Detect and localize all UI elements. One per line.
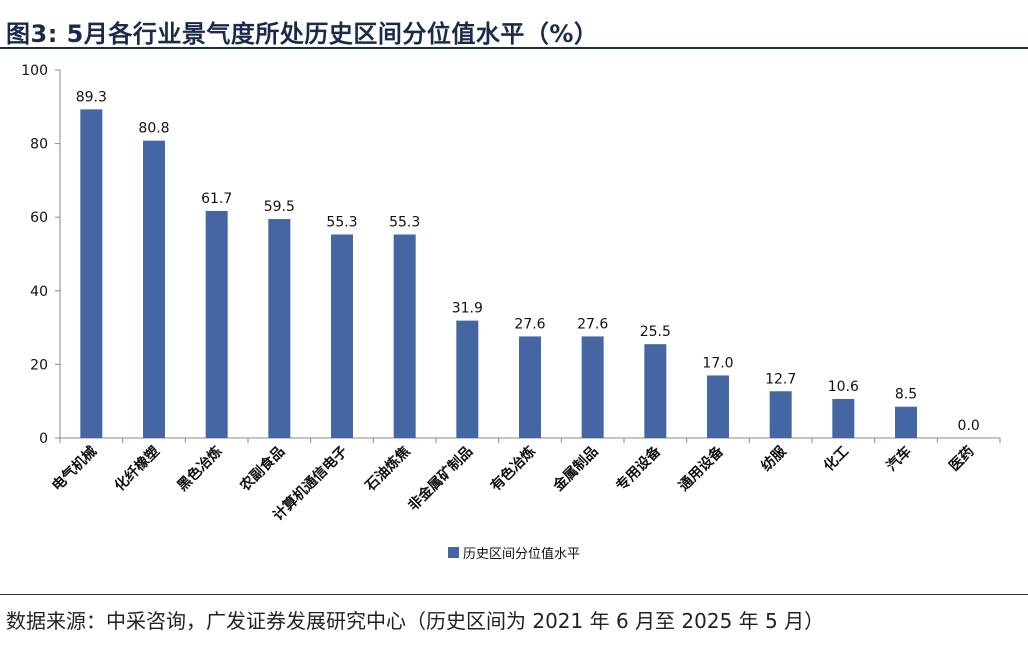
x-category-label: 农副食品 xyxy=(236,443,288,495)
chart-legend: 历史区间分位值水平 xyxy=(0,543,1028,562)
y-tick-label: 60 xyxy=(30,210,48,226)
bar-value-label: 31.9 xyxy=(452,301,483,317)
title-divider xyxy=(0,47,1028,49)
bar-value-label: 0.0 xyxy=(958,418,980,434)
legend-swatch xyxy=(447,547,459,558)
bar xyxy=(143,140,165,438)
bar xyxy=(519,336,541,438)
x-category-label: 通用设备 xyxy=(675,442,727,494)
bar xyxy=(268,219,291,438)
bar-value-label: 55.3 xyxy=(326,214,357,230)
y-tick-label: 100 xyxy=(21,63,48,79)
bar-value-label: 12.7 xyxy=(765,371,796,387)
x-category-label: 化纤橡塑 xyxy=(111,443,163,495)
bar xyxy=(832,398,855,438)
bar xyxy=(581,336,604,438)
x-category-label: 金属制品 xyxy=(549,443,601,495)
bar-value-label: 80.8 xyxy=(138,121,169,137)
bar-value-label: 17.0 xyxy=(702,355,733,371)
bar-value-label: 61.7 xyxy=(201,191,232,207)
bar xyxy=(456,320,479,438)
bar xyxy=(707,375,729,438)
bar xyxy=(895,406,917,438)
bar-value-label: 27.6 xyxy=(514,316,545,332)
x-category-label: 黑色冶炼 xyxy=(174,443,226,495)
bar-value-label: 25.5 xyxy=(640,324,671,340)
bar xyxy=(205,210,228,438)
x-category-label: 医药 xyxy=(946,443,978,475)
y-tick-label: 80 xyxy=(30,137,48,153)
x-category-label: 有色冶炼 xyxy=(487,443,539,495)
y-tick-label: 0 xyxy=(39,431,48,447)
bar-value-label: 55.3 xyxy=(389,214,420,230)
y-tick-label: 20 xyxy=(30,357,48,373)
bar xyxy=(331,234,353,438)
legend-label: 历史区间分位值水平 xyxy=(462,547,580,562)
bar-value-label: 89.3 xyxy=(76,89,107,105)
x-category-label: 石油炼焦 xyxy=(361,443,413,495)
bar-value-label: 27.6 xyxy=(577,316,608,332)
bar xyxy=(644,344,667,438)
bar-chart: 0 20 40 60 80 100 89.3 电气机械 80.8 化纤橡塑 61.7 黑色冶炼 59.5… xyxy=(21,63,1001,524)
footer-divider xyxy=(0,594,1028,595)
figure-title: 图3: 5月各行业景气度所处历史区间分位值水平（%） xyxy=(6,20,599,48)
x-category-label: 汽车 xyxy=(883,443,915,475)
x-category-label: 电气机械 xyxy=(49,443,101,495)
x-category-label: 纺服 xyxy=(758,442,791,475)
bar-value-label: 59.5 xyxy=(264,199,295,215)
bar xyxy=(393,234,416,438)
x-category-label: 专用设备 xyxy=(613,442,665,494)
bar xyxy=(769,391,792,438)
x-category-label: 化工 xyxy=(820,443,852,475)
y-tick-label: 40 xyxy=(30,284,48,300)
bar-value-label: 10.6 xyxy=(828,379,859,395)
bar xyxy=(80,109,103,438)
bar-value-label: 8.5 xyxy=(895,387,917,403)
source-note: 数据来源：中采咨询，广发证券发展研究中心（历史区间为 2021 年 6 月至 2… xyxy=(6,609,825,633)
x-category-label: 非金属矿制品 xyxy=(405,443,476,514)
